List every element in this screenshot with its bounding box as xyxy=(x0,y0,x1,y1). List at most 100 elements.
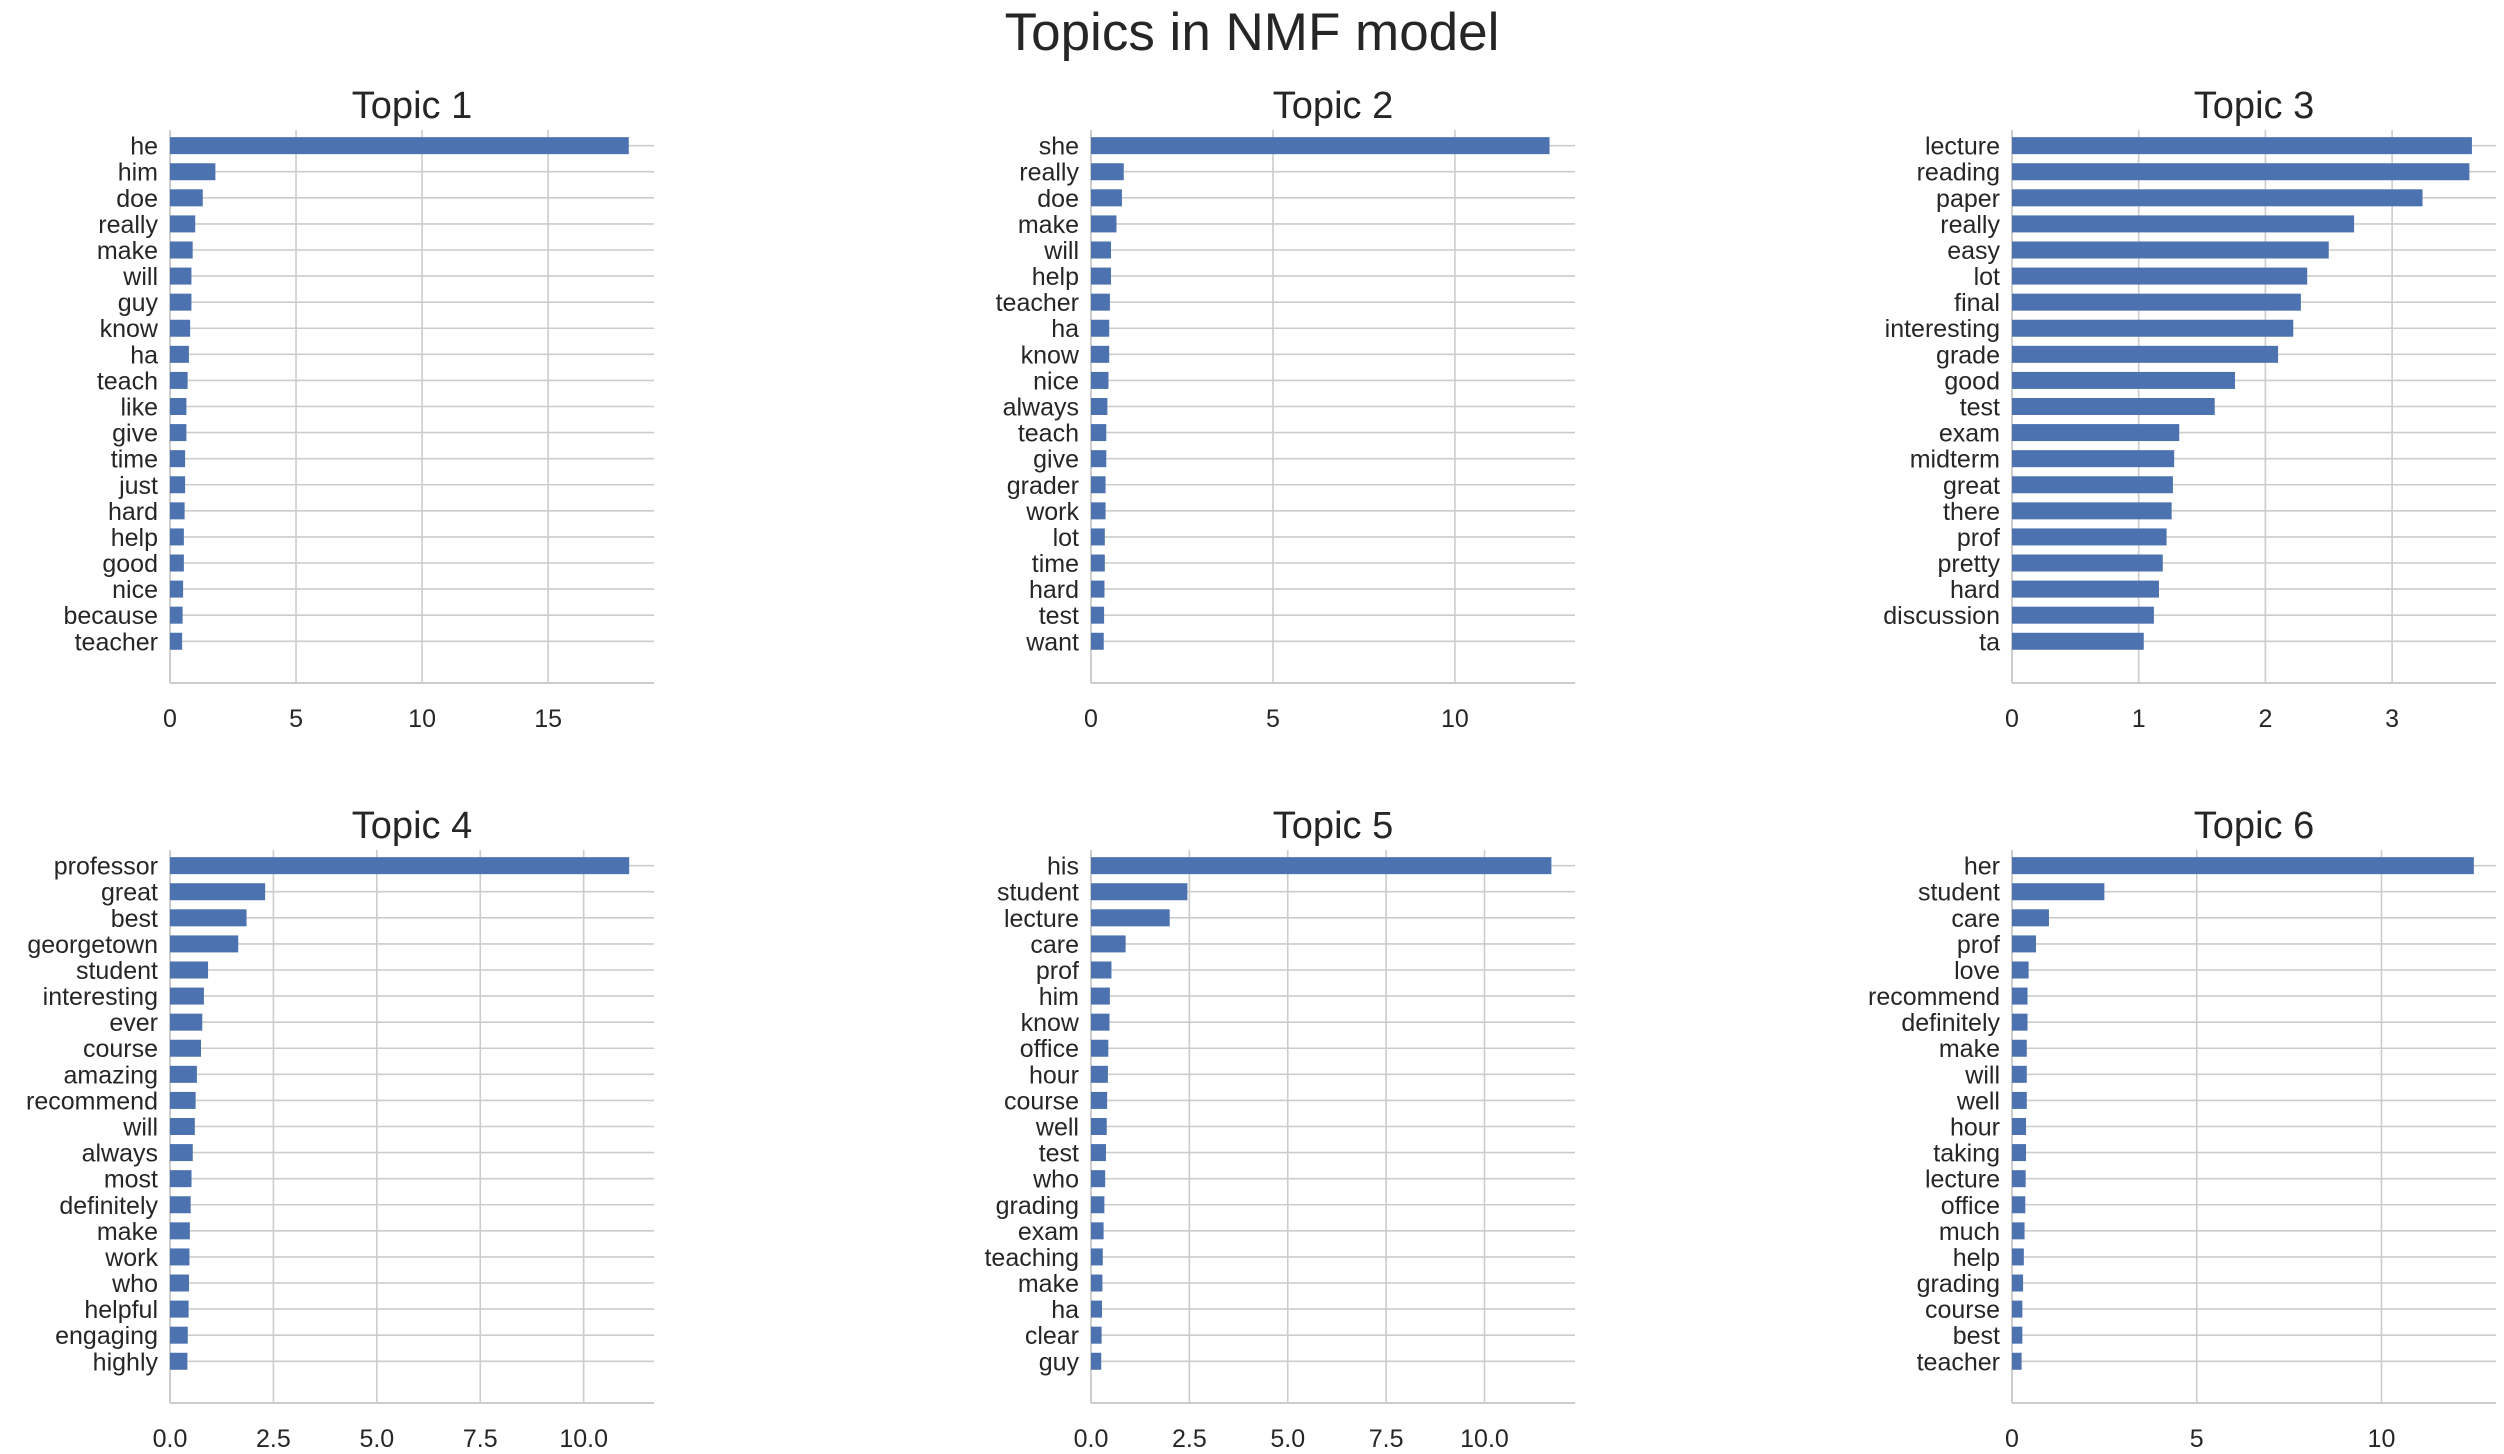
topic1-bar xyxy=(170,450,186,468)
topic6-bar xyxy=(2012,1039,2027,1057)
topic6-bar xyxy=(2012,987,2028,1005)
topic5-tick-label: 7.5 xyxy=(1369,1425,1404,1453)
topic4-category-label: engaging xyxy=(55,1322,158,1350)
topic6-category-label: recommend xyxy=(1868,983,2000,1011)
topic2-category-label: know xyxy=(1021,341,1080,369)
topic6-category-label: student xyxy=(1918,879,2000,907)
topic4-category-label: interesting xyxy=(43,983,158,1011)
topic3-bar xyxy=(2012,554,2163,572)
topic1-category-label: doe xyxy=(116,185,158,213)
topic6-category-label: help xyxy=(1953,1244,2000,1272)
topic5-category-label: test xyxy=(1039,1140,1079,1168)
topic2-category-label: test xyxy=(1039,602,1079,630)
topic2-title: Topic 2 xyxy=(1273,85,1393,127)
topic4-tick-label: 10.0 xyxy=(559,1425,608,1453)
topic2-category-label: lot xyxy=(1053,524,1079,552)
topic3-bar xyxy=(2012,606,2154,624)
topic3-category-label: lecture xyxy=(1925,133,2000,161)
topic3-bar xyxy=(2012,241,2329,259)
topic4-category-label: definitely xyxy=(59,1192,158,1220)
topic2-category-label: teacher xyxy=(996,289,1079,317)
topic2-category-label: want xyxy=(1025,628,1079,656)
topic6-category-label: care xyxy=(1951,905,2000,933)
topic6-bar xyxy=(2012,1326,2023,1344)
topic2-tick-label: 5 xyxy=(1266,705,1280,733)
topic3-category-label: great xyxy=(1943,472,2000,500)
topic4-bar xyxy=(170,961,209,979)
topic1-category-label: just xyxy=(118,472,158,500)
topic3-category-label: grade xyxy=(1936,341,2000,369)
topic2-bar xyxy=(1091,398,1108,415)
topic6-bar xyxy=(2012,935,2037,953)
topic1-category-label: because xyxy=(63,602,158,630)
topic1-category-label: make xyxy=(97,237,158,265)
topic4-bar xyxy=(170,1222,190,1240)
topic4-tick-label: 7.5 xyxy=(463,1425,498,1453)
topic3-bar xyxy=(2012,267,2308,285)
topic5-bar xyxy=(1091,883,1188,901)
topic2-bar xyxy=(1091,319,1110,337)
topic5-category-label: his xyxy=(1047,853,1079,881)
topic1-bar xyxy=(170,371,188,389)
topic2-tick-label: 10 xyxy=(1441,705,1469,733)
topic6-category-label: course xyxy=(1925,1296,2000,1324)
topic1-category-label: teach xyxy=(97,367,158,395)
topic3-bar xyxy=(2012,371,2235,389)
topic5-bar xyxy=(1091,1274,1103,1292)
topic2-bar xyxy=(1091,450,1107,468)
topic5-bar xyxy=(1091,1248,1103,1266)
topic4-category-label: who xyxy=(111,1270,158,1298)
topic4-category-label: will xyxy=(122,1114,158,1142)
topic6-bar xyxy=(2012,857,2474,875)
topic2-tick-label: 0 xyxy=(1084,705,1098,733)
topic2-bar xyxy=(1091,215,1117,233)
topic6-bar xyxy=(2012,1196,2026,1214)
topic4-category-label: recommend xyxy=(26,1087,158,1115)
topic5-category-label: lecture xyxy=(1004,905,1079,933)
topic3-bar xyxy=(2012,293,2301,311)
topic5-category-label: course xyxy=(1004,1087,1079,1115)
topic3-category-label: there xyxy=(1943,498,2000,526)
topic2-bar xyxy=(1091,293,1110,311)
topic4-category-label: most xyxy=(104,1166,158,1194)
topic2-category-label: grader xyxy=(1007,472,1079,500)
topic3-tick-label: 0 xyxy=(2005,705,2019,733)
topic2-category-label: make xyxy=(1018,211,1079,239)
topic3-bar xyxy=(2012,189,2423,207)
topic3-bar xyxy=(2012,450,2175,468)
topic2-category-label: give xyxy=(1033,446,1079,474)
figure-title: Topics in NMF model xyxy=(1004,3,1500,62)
topic5-bar xyxy=(1091,1144,1106,1162)
topic6-category-label: love xyxy=(1954,957,2000,985)
topic6-bar xyxy=(2012,1118,2027,1135)
topic2-bar xyxy=(1091,189,1122,207)
topic6-category-label: much xyxy=(1939,1218,2000,1246)
topic3-bar xyxy=(2012,502,2172,520)
topic2-bar xyxy=(1091,528,1105,546)
topic3-category-label: exam xyxy=(1939,420,2000,448)
topic4-tick-label: 2.5 xyxy=(256,1425,291,1453)
topic5-category-label: who xyxy=(1032,1166,1079,1194)
topic6-category-label: definitely xyxy=(1901,1009,2000,1037)
topic1-bar xyxy=(170,528,184,546)
topic1-bar xyxy=(170,580,184,598)
topic4-bar xyxy=(170,1326,188,1344)
topic1-bar xyxy=(170,632,183,650)
topic3-bar xyxy=(2012,319,2294,337)
topic3-tick-label: 2 xyxy=(2258,705,2272,733)
topic1-category-label: he xyxy=(130,133,158,161)
topic2-category-label: will xyxy=(1043,237,1079,265)
topic5-bar xyxy=(1091,1065,1108,1083)
topic4-bar xyxy=(170,987,204,1005)
topic2-category-label: always xyxy=(1003,394,1079,422)
topic5-bar xyxy=(1091,1222,1104,1240)
topic1-tick-label: 15 xyxy=(534,705,562,733)
topic1-bar xyxy=(170,293,192,311)
topic4-category-label: great xyxy=(101,879,158,907)
topic4-category-label: amazing xyxy=(64,1061,159,1089)
topic4-category-label: course xyxy=(83,1035,158,1063)
topic6-category-label: well xyxy=(1956,1087,2000,1115)
topic5-category-label: office xyxy=(1020,1035,1079,1063)
topic4-category-label: work xyxy=(104,1244,158,1272)
